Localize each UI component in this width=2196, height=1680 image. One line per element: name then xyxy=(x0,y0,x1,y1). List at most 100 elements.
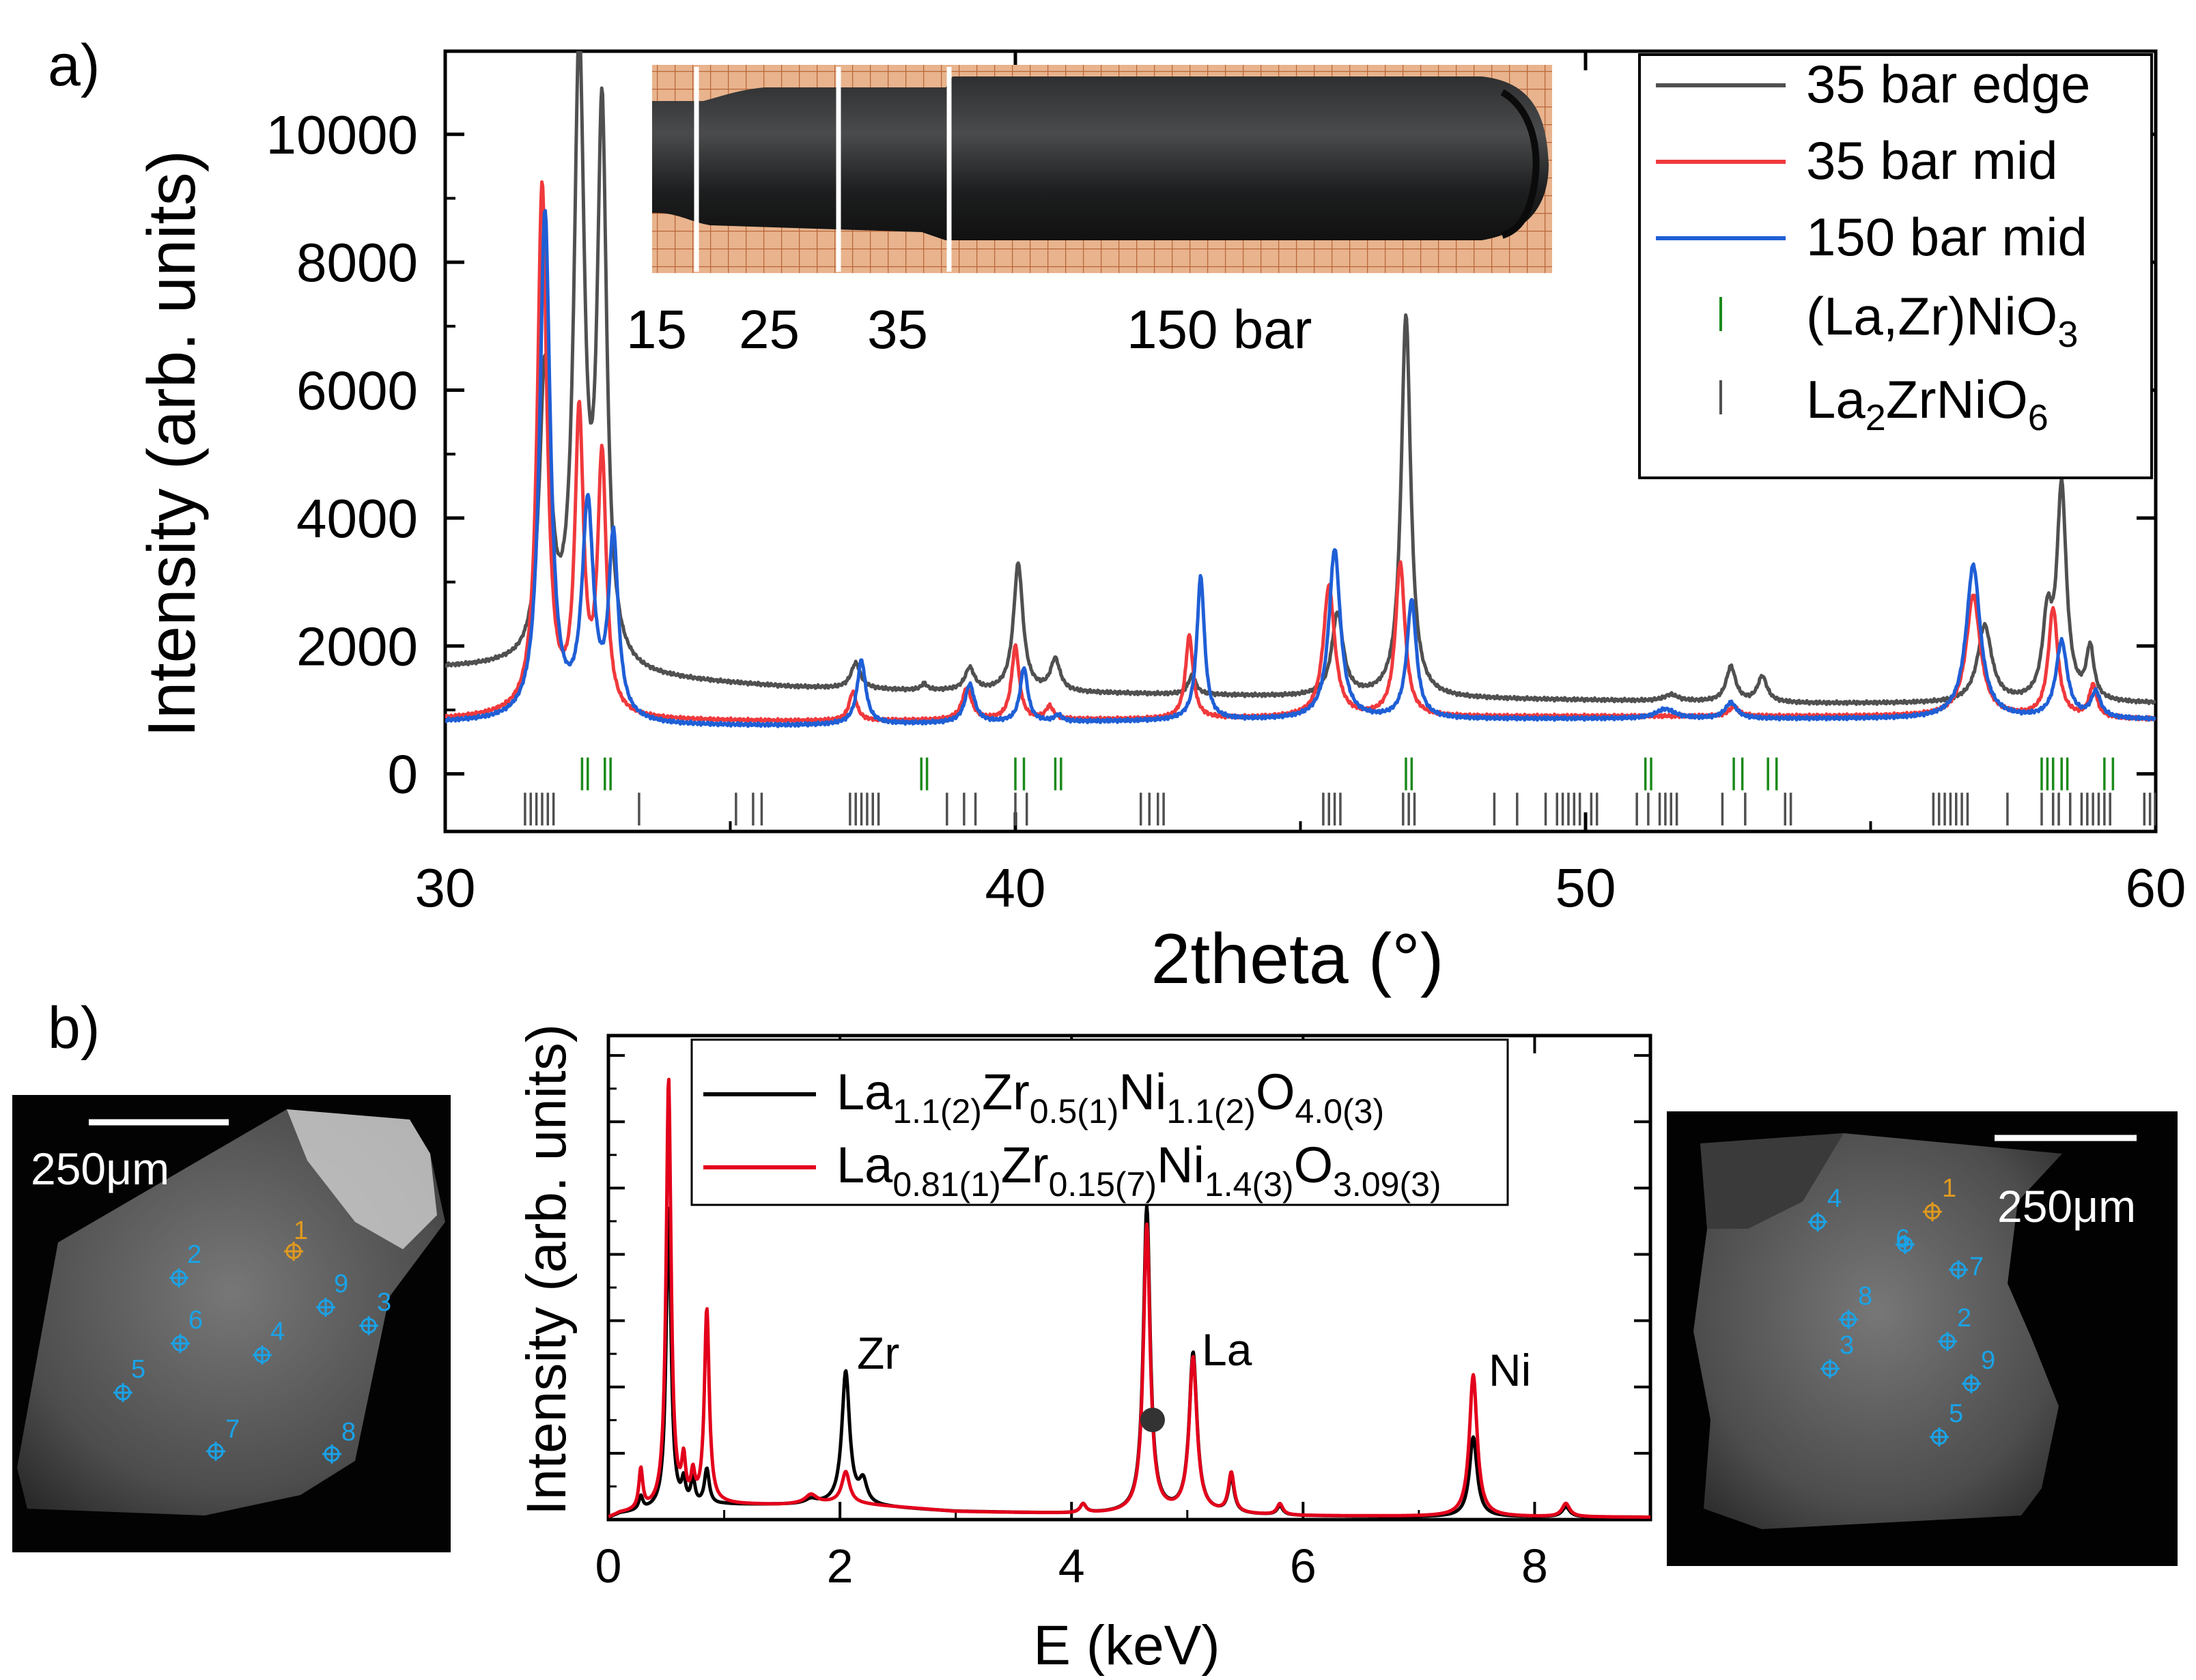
inset-label-35: 35 xyxy=(867,299,928,360)
edx-series-line xyxy=(608,1077,1650,1519)
edx-legend-subscript: 1.4(3) xyxy=(1205,1165,1294,1204)
xrd-x-tick-label: 60 xyxy=(2126,857,2186,918)
xrd-legend-subscript: 2 xyxy=(1866,397,1886,438)
sem-left-point-label: 9 xyxy=(334,1270,348,1298)
xrd-legend-label-text: 35 bar mid xyxy=(1806,130,2058,190)
sem-left-point-1: 1 xyxy=(284,1216,308,1261)
sem-right-point-7: 7 xyxy=(1949,1253,1984,1281)
sem-left-point-4: 4 xyxy=(253,1318,285,1365)
sem-left-point-label: 4 xyxy=(270,1318,285,1346)
sem-right-point-label: 5 xyxy=(1949,1399,1963,1428)
edx-series xyxy=(608,1077,1650,1519)
edx-legend-subscript: 0.15(7) xyxy=(1049,1165,1157,1204)
sem-image-right: 250μm 1 2 3 4 5 6 7 8 9 xyxy=(1667,1111,2178,1566)
sem-right-point-1: 1 xyxy=(1923,1174,1956,1221)
edx-legend-subscript: 1.1(2) xyxy=(892,1092,982,1130)
xrd-legend-label-text: La xyxy=(1806,369,1866,429)
sem-right-point-8: 8 xyxy=(1839,1282,1872,1329)
sem-left-point-label: 8 xyxy=(341,1418,356,1447)
sem-left-point-label: 6 xyxy=(188,1306,203,1335)
edx-legend-box xyxy=(690,1038,1509,1206)
xrd-y-tick-labels: 0 2000 4000 6000 8000 10000 xyxy=(266,104,418,805)
edx-x-tick-label: 4 xyxy=(1058,1539,1085,1593)
xrd-y-tick-label: 0 xyxy=(388,744,419,805)
edx-marker xyxy=(1140,1408,1165,1432)
edx-legend-element: La xyxy=(836,1137,893,1193)
edx-peak-label-ni: Ni xyxy=(1489,1345,1531,1395)
sem-left-scale-label: 250μm xyxy=(31,1143,169,1194)
xrd-plot: 30 40 50 60 0 2000 4000 6000 8000 10000 2theta (… xyxy=(134,49,2186,999)
xrd-series-line xyxy=(445,51,2156,707)
edx-x-axis-label: E (keV) xyxy=(1033,1614,1220,1677)
edx-legend: La1.1(2)Zr0.5(1)Ni1.1(2)O4.0(3)La0.81(1)… xyxy=(690,1038,1509,1206)
edx-peak-label-zr: Zr xyxy=(857,1328,899,1378)
sem-left-point-3: 3 xyxy=(359,1288,391,1335)
sem-left-point-label: 5 xyxy=(131,1355,145,1384)
edx-legend-subscript: 1.1(2) xyxy=(1166,1092,1256,1130)
xrd-legend-label-text: ZrNiO xyxy=(1886,369,2028,429)
xrd-reflection-ticks xyxy=(524,757,2156,826)
xrd-legend-subscript: 6 xyxy=(2028,397,2049,438)
sem-image-left: 250μm 1 2 3 4 5 6 7 8 9 xyxy=(12,1095,451,1552)
edx-plot: 0 2 4 6 8 Zr La Ni E (keV) Intensity (arb. u… xyxy=(516,1024,1652,1677)
panel-a-label: a) xyxy=(48,33,100,98)
xrd-legend-label-text: 35 bar edge xyxy=(1806,54,2090,114)
edx-x-tick-label: 0 xyxy=(595,1539,622,1593)
edx-x-tick-label: 8 xyxy=(1521,1539,1548,1593)
sem-right-point-label: 4 xyxy=(1827,1184,1842,1213)
sem-right-point-2: 2 xyxy=(1938,1304,1971,1351)
edx-legend-element: O xyxy=(1256,1064,1295,1120)
sem-right-point-label: 1 xyxy=(1942,1174,1956,1203)
sem-left-point-label: 3 xyxy=(377,1288,391,1317)
xrd-legend-label-text: 150 bar mid xyxy=(1806,207,2087,267)
inset-label-25: 25 xyxy=(739,299,800,360)
edx-axis-ticks xyxy=(607,1036,1650,1520)
edx-legend-element: Ni xyxy=(1118,1064,1166,1120)
panel-b-label: b) xyxy=(48,995,100,1061)
sem-right-point-label: 3 xyxy=(1840,1331,1854,1360)
xrd-legend-label: 35 bar mid xyxy=(1806,130,2058,190)
sem-left-point-7: 7 xyxy=(206,1415,240,1461)
edx-plot-frame xyxy=(606,1034,1652,1522)
edx-legend-label: La0.81(1)Zr0.15(7)Ni1.4(3)O3.09(3) xyxy=(836,1137,1441,1204)
sem-right-point-9: 9 xyxy=(1962,1346,1995,1393)
edx-legend-element: Ni xyxy=(1157,1137,1205,1193)
sem-left-point-2: 2 xyxy=(169,1240,201,1287)
sem-right-point-label: 7 xyxy=(1969,1253,1984,1281)
edx-legend-element: Zr xyxy=(1001,1137,1049,1193)
xrd-series xyxy=(445,51,2156,728)
xrd-y-tick-label: 6000 xyxy=(296,360,418,421)
sem-right-point-5: 5 xyxy=(1930,1399,1963,1447)
xrd-legend-label: 35 bar edge xyxy=(1806,54,2090,114)
xrd-legend: 35 bar edge 35 bar mid 150 bar mid (La,Zr)N… xyxy=(1638,53,2153,479)
xrd-legend-label: 150 bar mid xyxy=(1806,207,2087,267)
xrd-y-tick-label: 4000 xyxy=(296,488,418,549)
xrd-y-axis-label: Intensity (arb. units) xyxy=(134,150,209,738)
inset-label-150-bar: 150 bar xyxy=(1127,299,1312,360)
sem-right-point-6: 6 xyxy=(1896,1225,1915,1254)
xrd-x-tick-labels: 30 40 50 60 xyxy=(415,857,2186,918)
xrd-y-tick-label: 2000 xyxy=(296,616,418,677)
xrd-series-line xyxy=(445,209,2156,728)
edx-legend-subscript: 0.5(1) xyxy=(1030,1092,1119,1130)
edx-peak-label-la: La xyxy=(1202,1324,1252,1375)
xrd-x-axis-label: 2theta (°) xyxy=(1151,920,1444,999)
sem-left-point-9: 9 xyxy=(316,1270,348,1317)
sem-right-point-label: 9 xyxy=(1981,1346,1995,1375)
xrd-y-tick-label: 10000 xyxy=(266,104,418,165)
xrd-legend-subscript: 3 xyxy=(2057,314,2078,355)
sem-right-point-label: 2 xyxy=(1957,1304,1971,1333)
sem-left-point-5: 5 xyxy=(113,1355,145,1402)
xrd-legend-label-text: (La,Zr)NiO xyxy=(1806,286,2057,346)
xrd-legend-box xyxy=(1638,53,2153,479)
edx-legend-element: O xyxy=(1294,1137,1334,1193)
xrd-y-tick-label: 8000 xyxy=(296,232,418,293)
sem-left-point-8: 8 xyxy=(322,1418,356,1464)
sem-right-point-label: 8 xyxy=(1858,1282,1872,1311)
sem-right-scale-label: 250μm xyxy=(1997,1181,2136,1231)
xrd-legend-label: La2ZrNiO6 xyxy=(1806,369,2049,438)
xrd-legend-label: (La,Zr)NiO3 xyxy=(1806,286,2078,355)
edx-legend-subscript: 4.0(3) xyxy=(1295,1092,1385,1130)
sem-right-point-4: 4 xyxy=(1808,1184,1842,1231)
